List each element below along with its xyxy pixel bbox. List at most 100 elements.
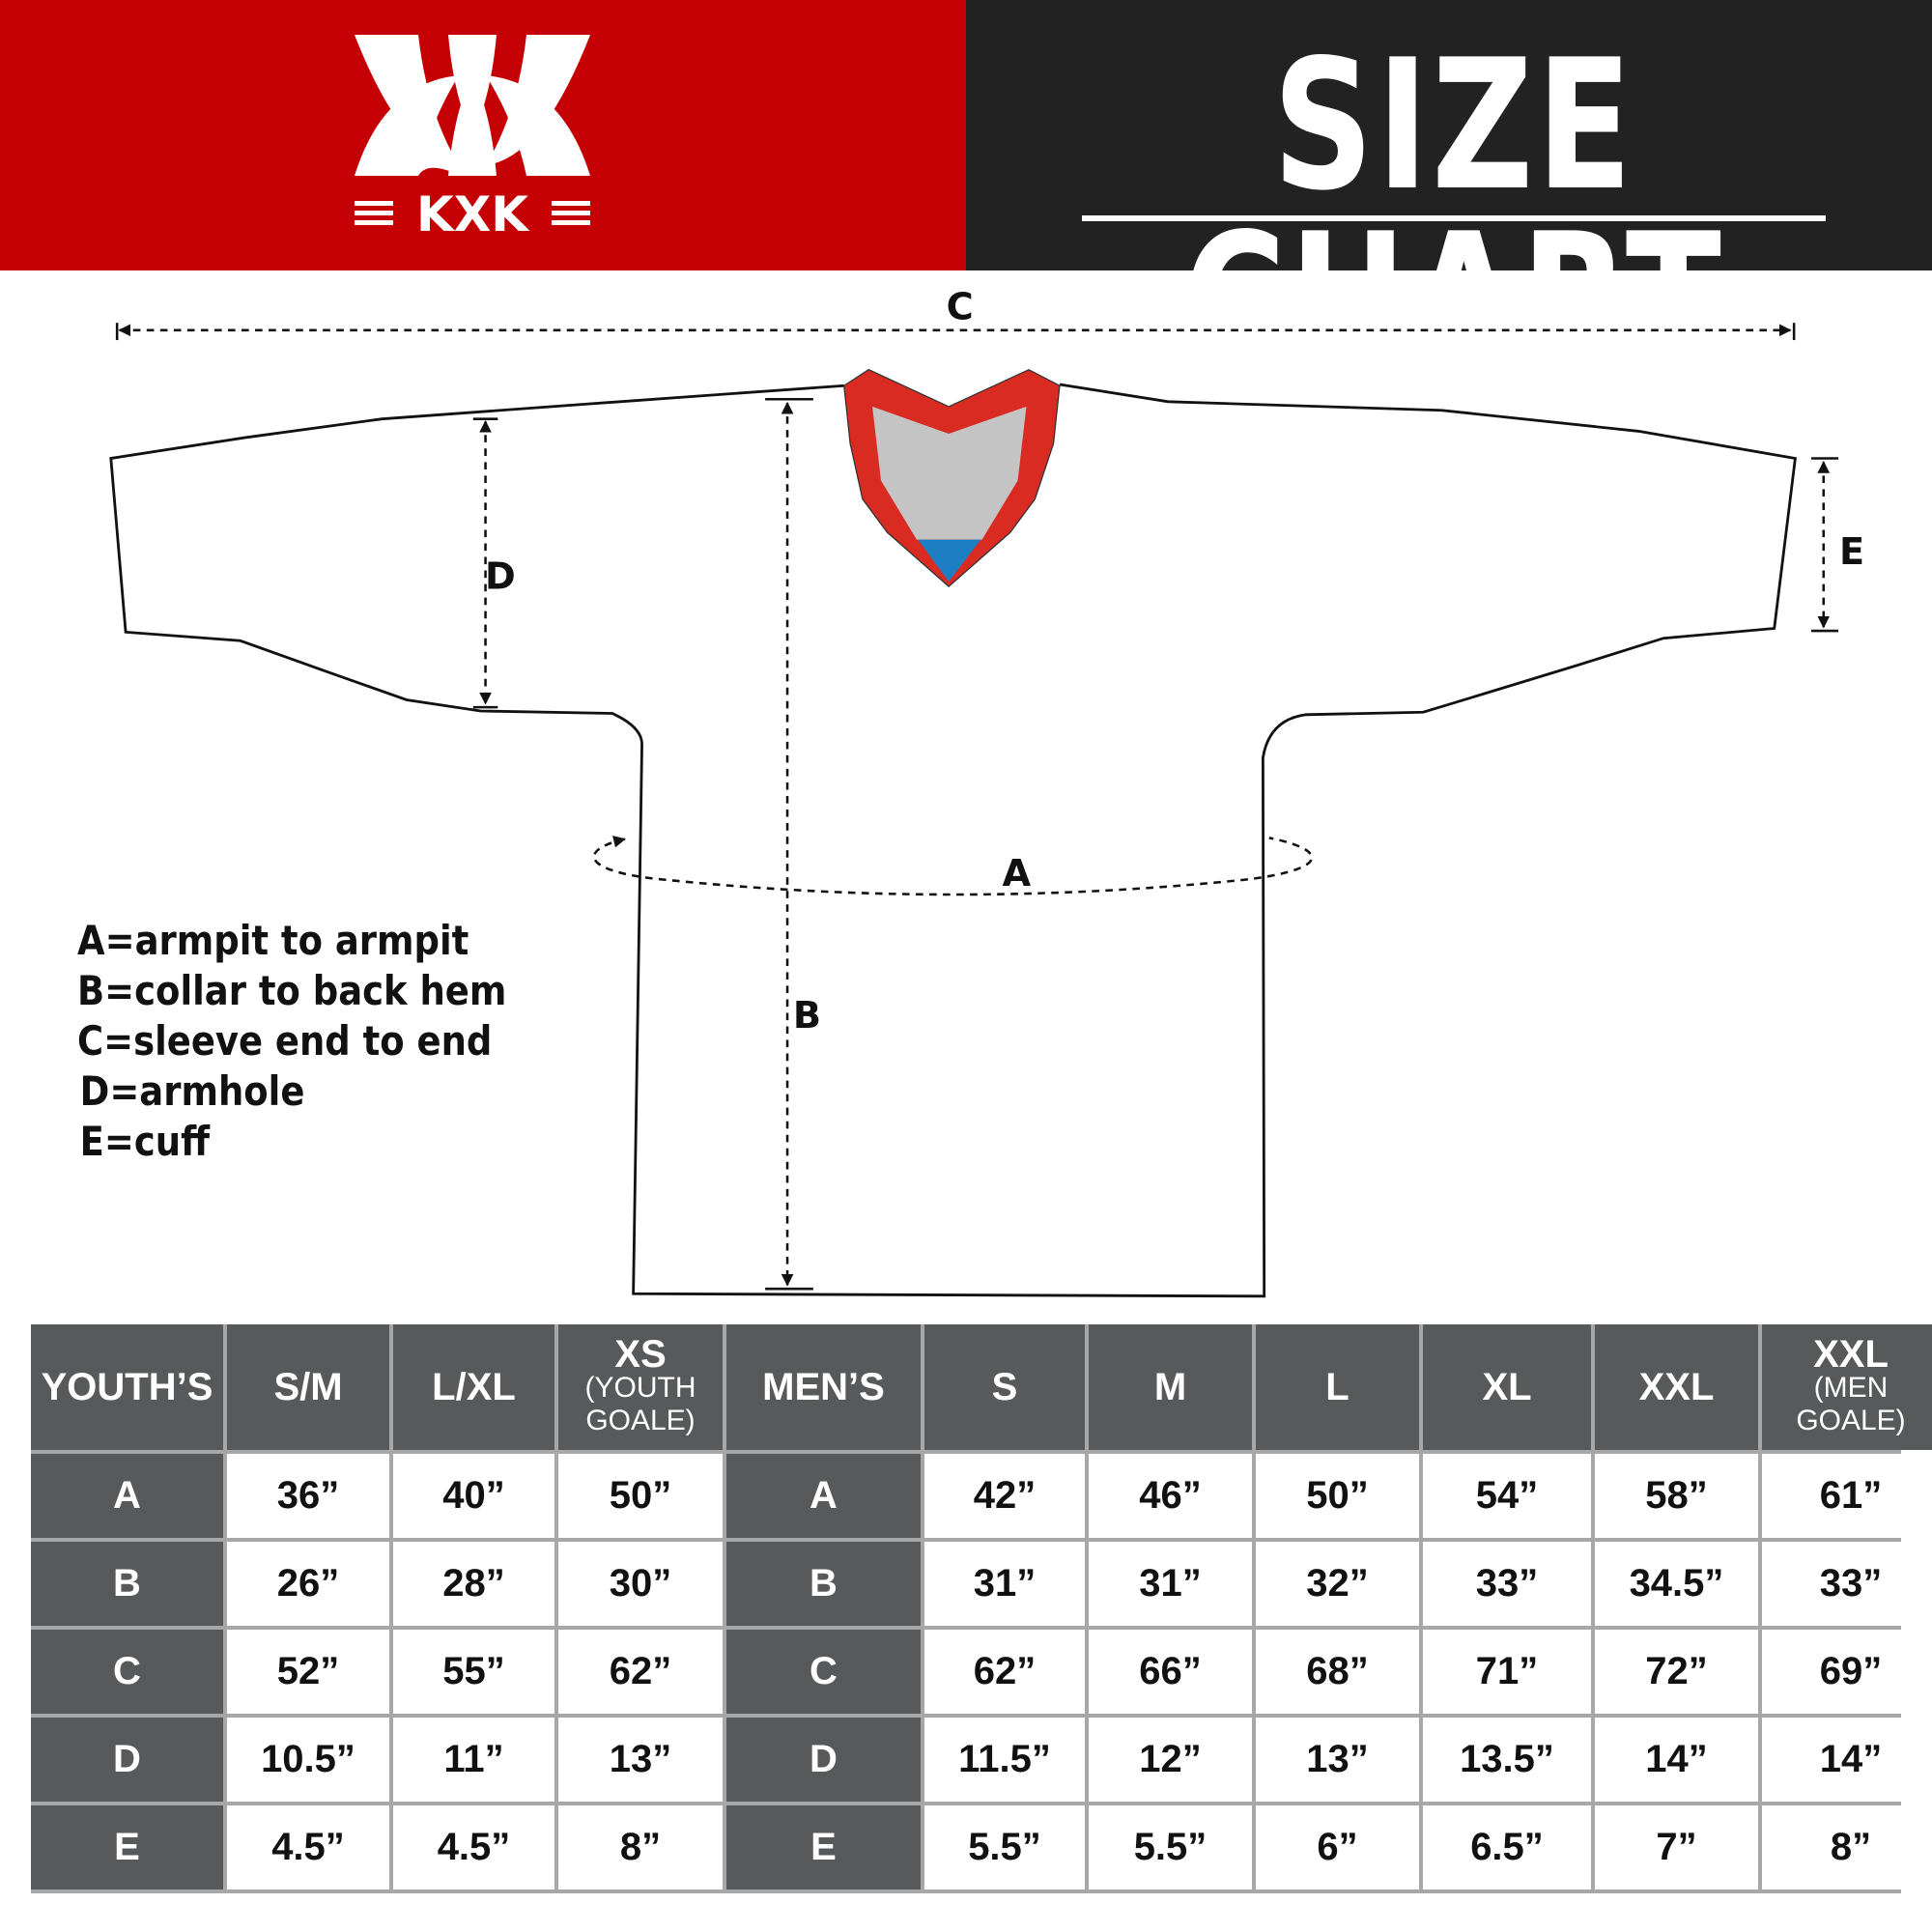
legend-item: D=armhole [79, 1067, 305, 1115]
size-label: XL [1482, 1366, 1532, 1408]
table-cell: 5.5” [924, 1805, 1085, 1889]
row-label: C [726, 1630, 921, 1714]
column-header: L [1256, 1324, 1419, 1450]
measure-d [472, 417, 498, 709]
table-cell: 7” [1595, 1805, 1758, 1889]
row-label: D [726, 1718, 921, 1802]
table-cell: 69” [1762, 1630, 1932, 1714]
size-label: L/XL [432, 1366, 516, 1408]
title-underline [1082, 215, 1826, 221]
row-label: C [31, 1630, 223, 1714]
size-label: XXL [1813, 1333, 1889, 1376]
size-label: XXL [1638, 1366, 1715, 1408]
kxk-logo: KXK [355, 35, 590, 238]
table-cell: 54” [1423, 1454, 1591, 1538]
table-cell: 68” [1256, 1630, 1419, 1714]
row-label: B [31, 1542, 223, 1626]
row-label: A [726, 1454, 921, 1538]
table-cell: 32” [1256, 1542, 1419, 1626]
table-cell: 30” [558, 1542, 723, 1626]
table-cell: 55” [393, 1630, 554, 1714]
table-cell: 36” [227, 1454, 389, 1538]
row-label: D [31, 1718, 223, 1802]
men-header: MEN’S [726, 1324, 921, 1450]
table-cell: 8” [558, 1805, 723, 1889]
row-label: E [31, 1805, 223, 1889]
table-cell: 61” [1762, 1454, 1932, 1538]
column-header: M [1089, 1324, 1252, 1450]
size-label: XS [614, 1333, 667, 1376]
legend-item: E=cuff [79, 1118, 211, 1165]
youth-header: YOUTH’S [31, 1324, 223, 1450]
legend-item: B=collar to back hem [77, 967, 507, 1014]
table-cell: 6” [1256, 1805, 1419, 1889]
column-header: XXL (MEN GOALE) [1762, 1324, 1932, 1450]
label-d: D [485, 555, 516, 599]
table-cell: 50” [558, 1454, 723, 1538]
measurement-legend: A=armpit to armpit B=collar to back hem … [77, 916, 506, 1167]
legend-item: A=armpit to armpit [77, 917, 469, 964]
label-b: B [793, 994, 821, 1037]
table-cell: 34.5” [1595, 1542, 1758, 1626]
logo-wordmark: KXK [416, 186, 530, 238]
table-cell: 4.5” [227, 1805, 389, 1889]
row-label: A [31, 1454, 223, 1538]
collar-tag [918, 539, 981, 582]
table-cell: 31” [1089, 1542, 1252, 1626]
page-title: SIZE CHART [1183, 20, 1724, 404]
table-cell: 28” [393, 1542, 554, 1626]
column-header: S [924, 1324, 1085, 1450]
table-cell: 11.5” [924, 1718, 1085, 1802]
measure-b [765, 397, 813, 1291]
table-cell: 33” [1762, 1542, 1932, 1626]
table-cell: 5.5” [1089, 1805, 1252, 1889]
header-title-panel [966, 0, 1932, 270]
column-header: XS (YOUTH GOALE) [558, 1324, 723, 1450]
table-cell: 13” [1256, 1718, 1419, 1802]
row-label: B [726, 1542, 921, 1626]
size-label: S/M [273, 1366, 343, 1408]
size-note: (YOUTH GOALE) [584, 1372, 696, 1436]
table-cell: 58” [1595, 1454, 1758, 1538]
table-cell: 52” [227, 1630, 389, 1714]
label-e: E [1839, 530, 1864, 574]
measure-a [592, 835, 1314, 896]
measure-c [115, 323, 1796, 341]
table-cell: 13.5” [1423, 1718, 1591, 1802]
label-c: C [947, 285, 974, 328]
legend-item: C=sleeve end to end [77, 1017, 493, 1065]
column-header: XXL [1595, 1324, 1758, 1450]
column-header: S/M [227, 1324, 389, 1450]
measure-e [1811, 457, 1839, 633]
size-label: M [1153, 1366, 1187, 1408]
table-cell: 10.5” [227, 1718, 389, 1802]
table-cell: 66” [1089, 1630, 1252, 1714]
row-label: E [726, 1805, 921, 1889]
size-label: L [1325, 1366, 1350, 1408]
jersey-outline [109, 383, 1797, 1298]
column-header: XL [1423, 1324, 1591, 1450]
size-table: YOUTH’S S/M L/XL XS (YOUTH GOALE) MEN’S S M L XL X… [31, 1324, 1932, 1893]
table-cell: 71” [1423, 1630, 1591, 1714]
table-cell: 26” [227, 1542, 389, 1626]
table-cell: 8” [1762, 1805, 1932, 1889]
table-cell: 72” [1595, 1630, 1758, 1714]
label-a: A [1002, 852, 1031, 895]
table-cell: 46” [1089, 1454, 1252, 1538]
table-cell: 50” [1256, 1454, 1419, 1538]
table-cell: 11” [393, 1718, 554, 1802]
table-cell: 14” [1762, 1718, 1932, 1802]
table-cell: 12” [1089, 1718, 1252, 1802]
table-cell: 40” [393, 1454, 554, 1538]
table-cell: 42” [924, 1454, 1085, 1538]
table-cell: 6.5” [1423, 1805, 1591, 1889]
table-cell: 4.5” [393, 1805, 554, 1889]
collar-inner [872, 406, 1027, 540]
size-note: (MEN GOALE) [1796, 1372, 1906, 1436]
size-label: S [991, 1366, 1018, 1408]
table-cell: 33” [1423, 1542, 1591, 1626]
table-cell: 31” [924, 1542, 1085, 1626]
table-cell: 62” [924, 1630, 1085, 1714]
table-cell: 62” [558, 1630, 723, 1714]
